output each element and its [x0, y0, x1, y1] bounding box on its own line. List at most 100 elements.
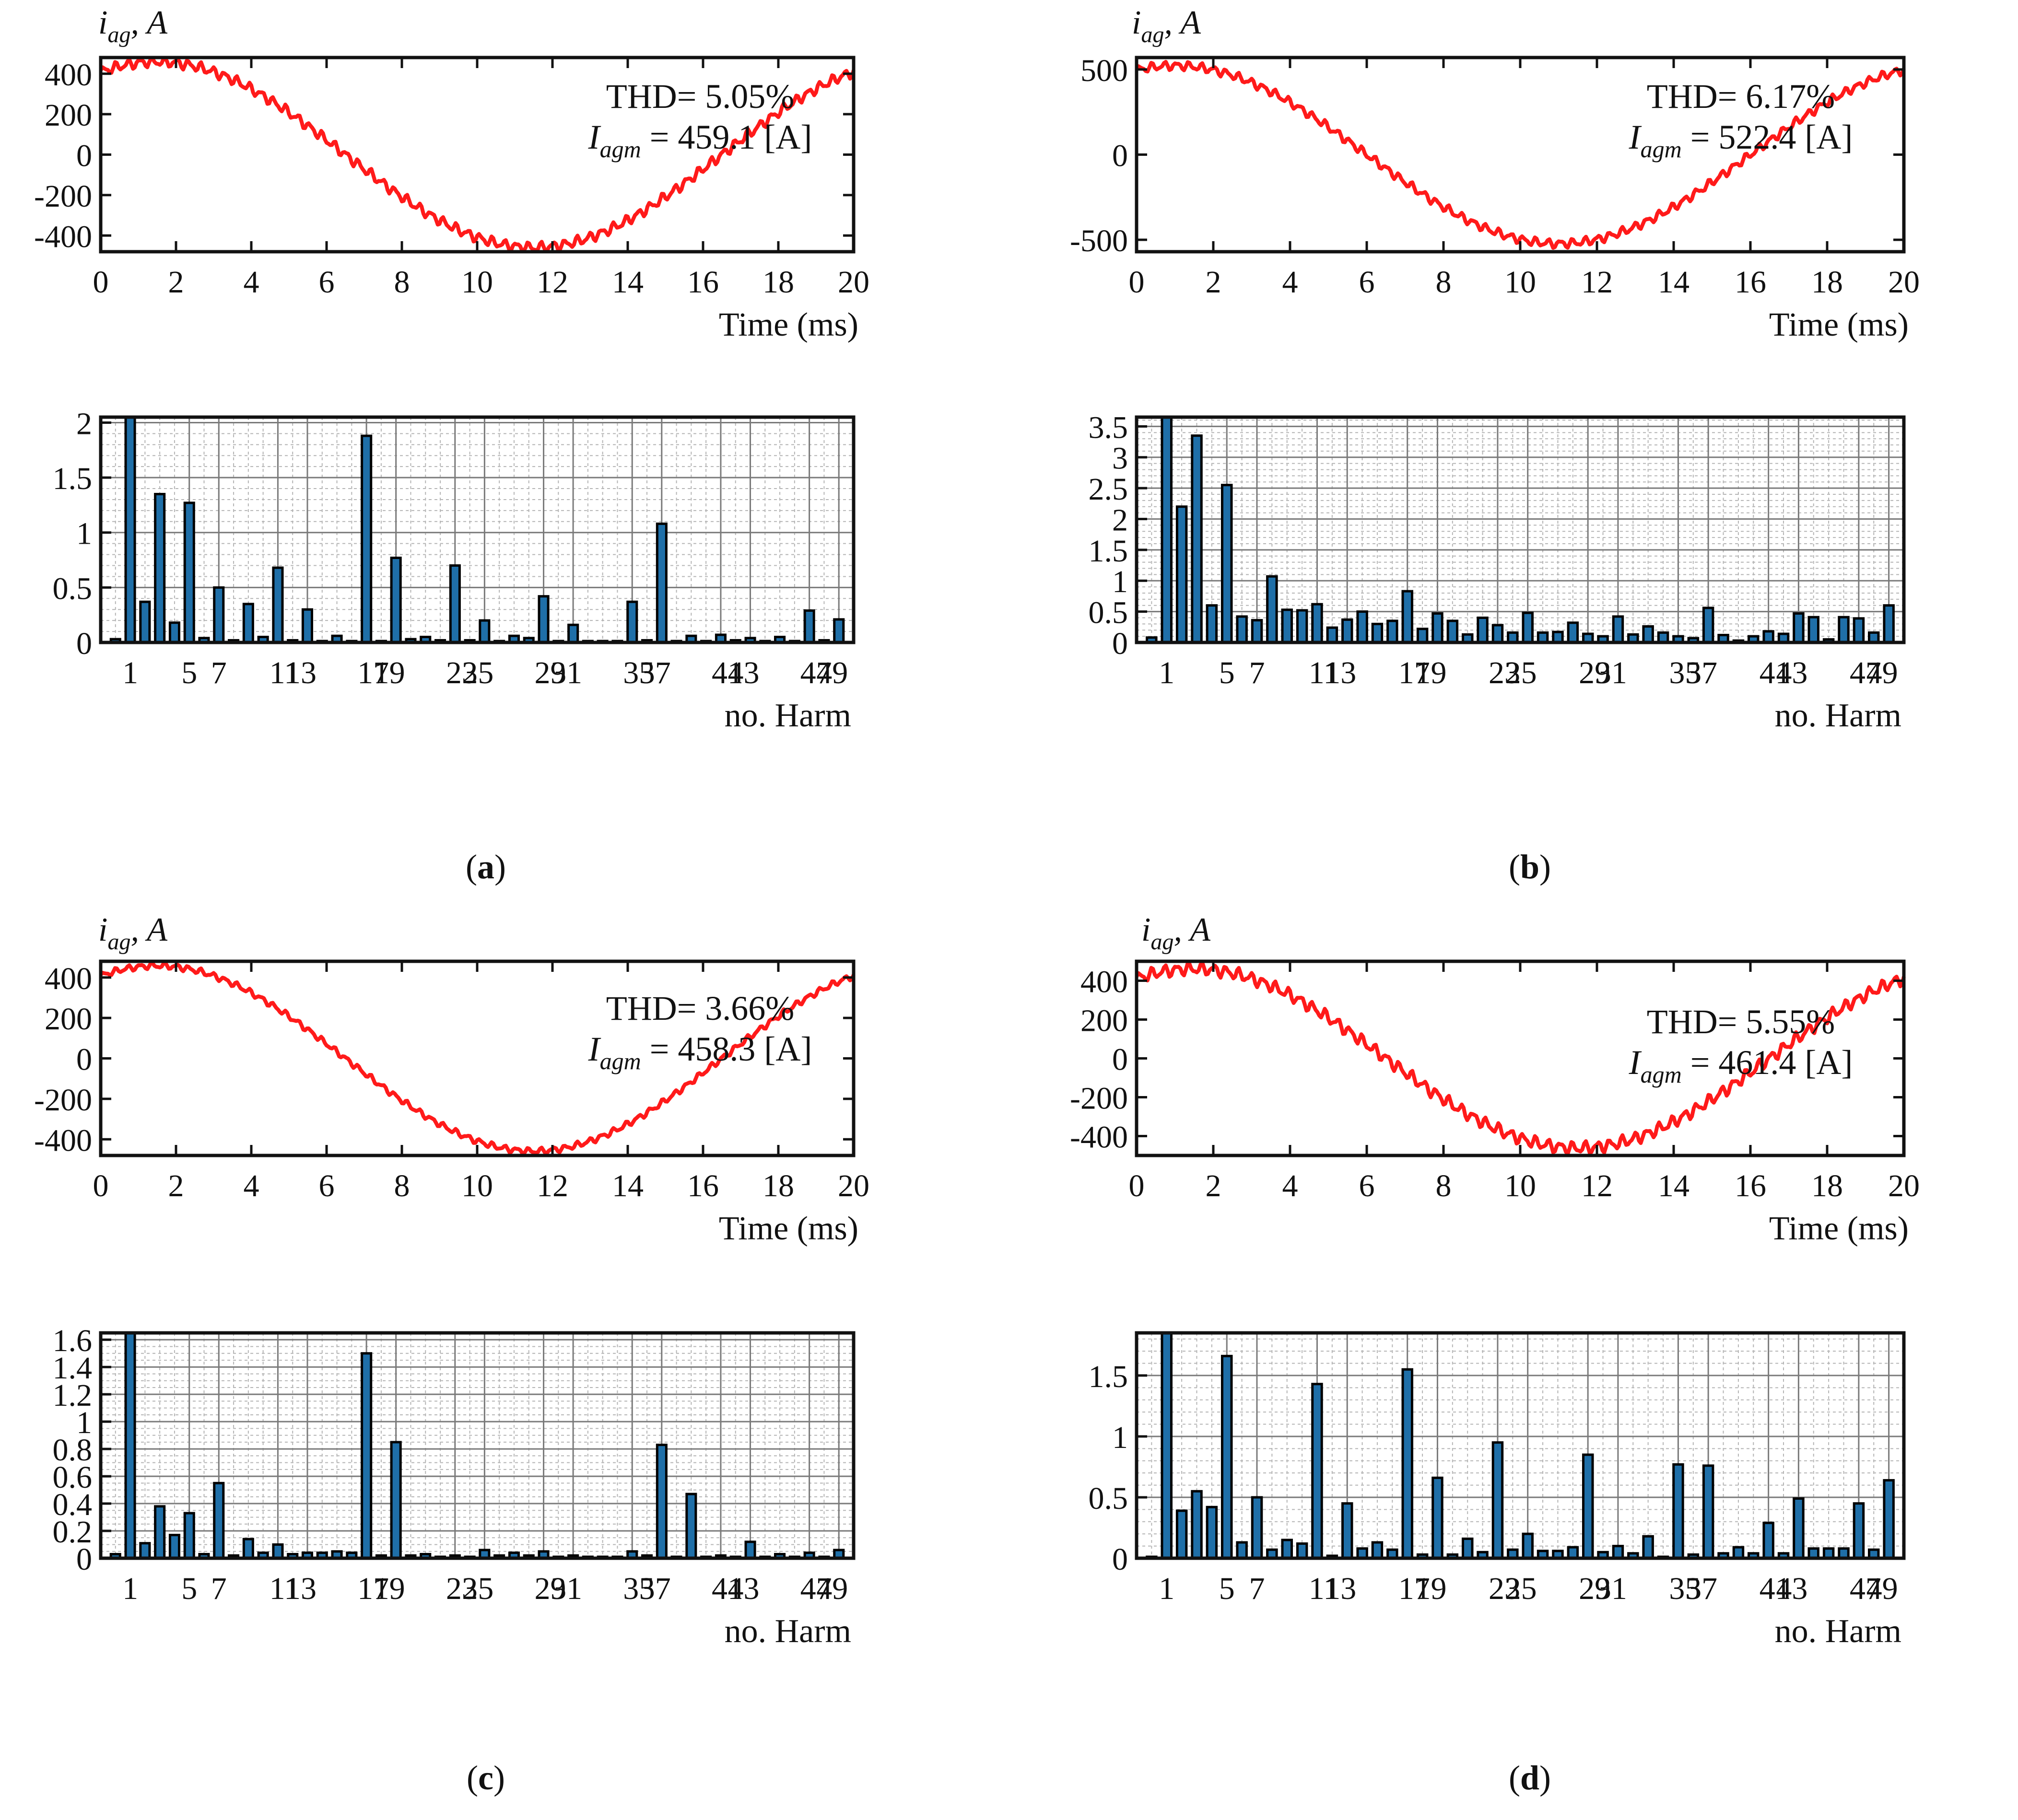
wave-ytick-label: -200 [34, 1083, 92, 1118]
spectrum-ytick-label: 2 [1112, 502, 1128, 537]
wave-ytick-label: -400 [34, 219, 92, 254]
wave-xtick-label: 16 [1735, 265, 1766, 300]
waveform-line [1135, 59, 1906, 250]
harmonic-bar [1793, 1497, 1805, 1560]
wave-ytick-label: 400 [45, 58, 92, 93]
harmonic-bar [361, 434, 373, 644]
wave-xtick-label: 6 [319, 265, 335, 300]
harmonic-bar [361, 1352, 373, 1560]
wave-xtick-label: 8 [1436, 1168, 1452, 1203]
wave-ytick-label: 0 [76, 1042, 92, 1077]
thd-annotation: THD= 5.05% [606, 77, 795, 116]
wave-xtick-label: 10 [1504, 265, 1536, 300]
harmonic-bar [1221, 484, 1233, 644]
harmonic-bar [272, 1543, 284, 1560]
time-axis-label: Time (ms) [719, 306, 858, 343]
thd-annotation: THD= 6.17% [1647, 77, 1835, 116]
harmonic-bar [1341, 1502, 1353, 1560]
wave-xtick-label: 20 [838, 1168, 869, 1203]
wave-ytick-label: 0 [1112, 139, 1128, 174]
spectrum-xtick-label: 23 [446, 1571, 478, 1606]
harmonic-bar [744, 1540, 756, 1560]
spectrum-xtick-label: 37 [1686, 1571, 1717, 1606]
wave-xtick-label: 18 [1811, 1168, 1843, 1203]
spectrum-ytick-label: 0.6 [53, 1460, 93, 1495]
wave-xtick-label: 8 [394, 265, 410, 300]
waveform-line [99, 57, 856, 253]
wave-xtick-label: 18 [763, 1168, 794, 1203]
spectrum-xtick-label: 47 [800, 655, 832, 690]
spectrum-xtick-label: 5 [181, 655, 197, 690]
spectrum-xtick-label: 49 [1866, 655, 1898, 690]
harmonic-bar [1883, 1479, 1895, 1560]
harmonic-bar [390, 1441, 402, 1560]
spectrum-xtick-label: 19 [374, 1571, 405, 1606]
wave-xtick-label: 4 [244, 265, 259, 300]
harmonic-bar [1266, 575, 1278, 644]
harmonic-bar [183, 502, 195, 644]
spectrum-xtick-label: 23 [1489, 1571, 1520, 1606]
wave-xtick-label: 2 [168, 1168, 184, 1203]
harmonic-bar [154, 1505, 166, 1560]
iagm-annotation: Iagm = 459.1 [A] [588, 118, 812, 163]
harmonic-bar [1311, 603, 1323, 644]
wave-ytick-label: -500 [1070, 223, 1128, 258]
wave-xtick-label: 0 [93, 265, 109, 300]
harmonic-bar [1296, 609, 1308, 644]
harmonic-bar [1251, 619, 1263, 644]
spectrum-xtick-label: 37 [1686, 655, 1717, 690]
harmonic-bar [1401, 1368, 1413, 1560]
harmonic-bar [685, 1493, 697, 1560]
wave-xtick-label: 16 [687, 265, 719, 300]
thd-annotation: THD= 3.66% [606, 989, 795, 1027]
spectrum-xtick-label: 35 [623, 1571, 655, 1606]
wave-xtick-label: 14 [612, 265, 644, 300]
spectrum-xtick-label: 5 [1219, 1571, 1235, 1606]
spectrum-frame [99, 1331, 856, 1560]
current-axis-label: iag, A [1132, 4, 1201, 47]
harmonic-bar [449, 564, 461, 644]
harmonic-bar [1431, 612, 1443, 644]
harmonic-bar [1161, 1331, 1173, 1560]
harmonic-bar [1416, 628, 1429, 644]
harmonic-bar [1236, 1541, 1248, 1560]
spectrum-xtick-label: 17 [357, 1571, 389, 1606]
spectrum-ytick-label: 0 [1112, 1542, 1128, 1577]
harmonic-bar [183, 1512, 195, 1560]
harmonic-bar [1236, 615, 1248, 644]
harmonic-bar [1522, 611, 1534, 644]
wave-ytick-label: 200 [45, 98, 92, 133]
spectrum-xtick-label: 29 [535, 655, 566, 690]
wave-ytick-label: -200 [1070, 1081, 1128, 1116]
waveform-line [1135, 960, 1906, 1156]
harmonic-bar [1612, 1545, 1624, 1560]
spectrum-xtick-label: 17 [357, 655, 389, 690]
spectrum-xtick-label: 35 [623, 655, 655, 690]
wave-xtick-label: 8 [1436, 265, 1452, 300]
spectrum-ytick-label: 0 [76, 1542, 92, 1577]
harmonic-bar [479, 619, 491, 644]
wave-xtick-label: 4 [1282, 1168, 1298, 1203]
harmonic-bar [1386, 619, 1398, 644]
harmonic-bar [1401, 590, 1413, 644]
harmonic-bar [168, 1534, 180, 1560]
wave-xtick-label: 18 [763, 265, 794, 300]
harmonic-bar [1356, 610, 1368, 644]
spectrum-xtick-label: 31 [1596, 655, 1627, 690]
wave-xtick-label: 20 [838, 265, 869, 300]
spectrum-ytick-label: 3.5 [1089, 410, 1128, 445]
harmonic-bar [1582, 1453, 1594, 1560]
wave-xtick-label: 12 [1581, 265, 1613, 300]
spectrum-ytick-label: 1 [76, 1405, 92, 1440]
wave-xtick-label: 12 [537, 1168, 568, 1203]
harmonic-bar [154, 493, 166, 644]
wave-xtick-label: 6 [1359, 1168, 1375, 1203]
spectrum-xtick-label: 41 [1760, 655, 1791, 690]
spectrum-xtick-label: 1 [122, 1571, 138, 1606]
spectrum-xtick-label: 7 [1249, 1571, 1265, 1606]
